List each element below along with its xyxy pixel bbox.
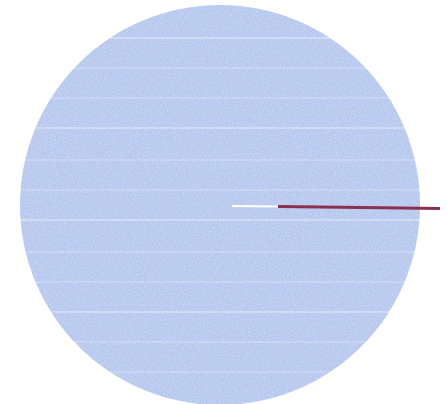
disc-speckle: [20, 5, 420, 404]
disc-group: [20, 5, 420, 404]
radius-line-glint: [231, 205, 279, 208]
radius-line: [277, 205, 441, 210]
